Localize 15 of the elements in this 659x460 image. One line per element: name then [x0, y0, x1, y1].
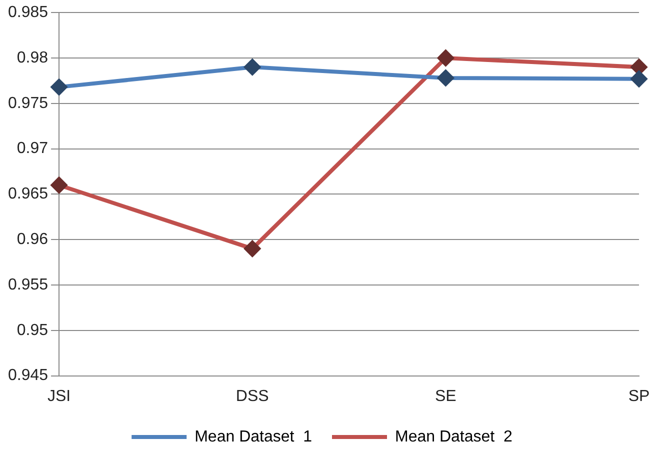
y-tick-label: 0.975 — [8, 94, 48, 112]
y-tick-label: 0.96 — [16, 231, 48, 248]
y-tick-label: 0.965 — [8, 186, 48, 203]
y-tick-label: 0.945 — [8, 367, 48, 384]
x-tick-label: SP — [628, 388, 650, 405]
y-tick-label: 0.955 — [8, 276, 48, 294]
x-tick-label: SE — [435, 388, 456, 405]
y-tick-label: 0.985 — [8, 4, 48, 22]
legend-label: Mean Dataset 2 — [395, 428, 512, 446]
x-tick-label: JSI — [47, 388, 71, 405]
x-tick-label: DSS — [236, 388, 269, 405]
legend-label: Mean Dataset 1 — [194, 428, 312, 446]
y-tick-label: 0.98 — [16, 49, 48, 66]
y-tick-label: 0.97 — [16, 140, 48, 158]
y-tick-label: 0.95 — [16, 322, 48, 339]
